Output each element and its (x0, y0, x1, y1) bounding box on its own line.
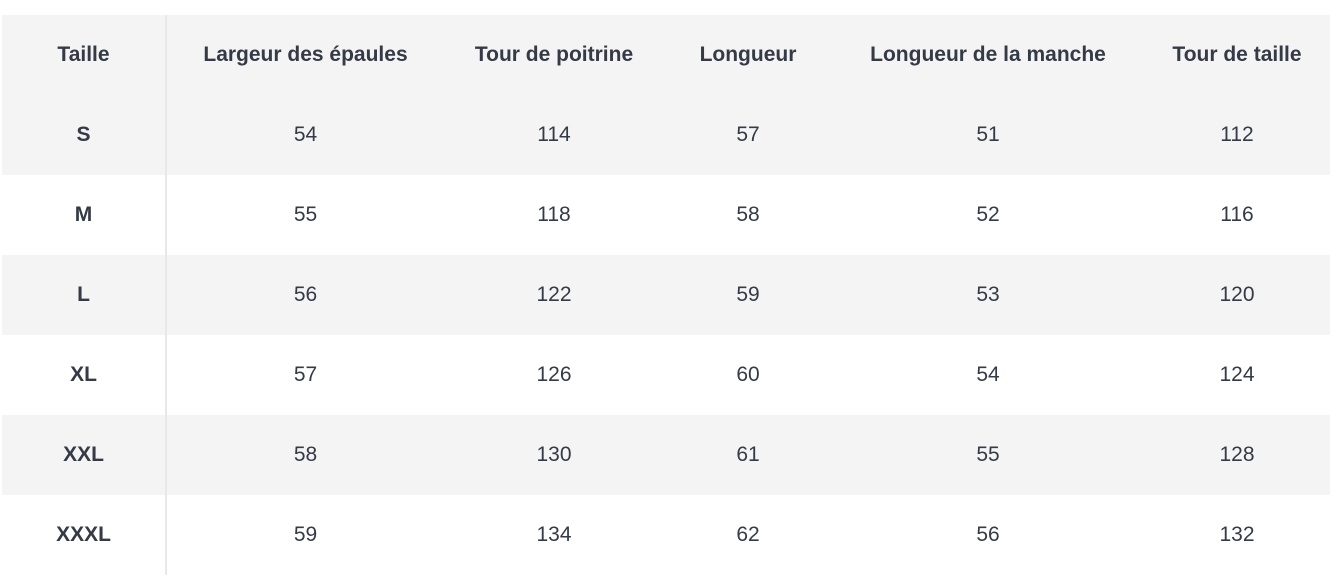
measurement-cell: 118 (537, 203, 571, 226)
table-row: XXL 58 130 61 55 128 (2, 415, 1330, 495)
measurement-cell: 126 (536, 363, 572, 386)
measurement-cell: 120 (1219, 283, 1255, 306)
measurement-cell: 128 (1219, 443, 1255, 466)
measurement-cell: 59 (293, 523, 318, 546)
measurement-cell: 53 (976, 283, 1000, 306)
measurement-cell: 54 (976, 363, 1000, 386)
column-header: Largeur des épaules (203, 43, 408, 66)
measurement-cell: 52 (976, 203, 1000, 226)
measurement-cell: 112 (1220, 123, 1254, 146)
table-row: L 56 122 59 53 120 (2, 255, 1330, 335)
column-header: Longueur de la manche (870, 43, 1106, 66)
table-row: S 54 114 57 51 112 (2, 95, 1330, 175)
measurement-cell: 54 (293, 123, 318, 146)
measurement-cell: 132 (1219, 523, 1255, 546)
measurement-cell: 58 (736, 203, 760, 226)
measurement-cell: 122 (536, 283, 572, 306)
size-label-cell: XL (2, 335, 167, 415)
size-label-cell: L (2, 255, 167, 335)
header-row: Taille Largeur des épaules Tour de poitrin… (2, 15, 1330, 95)
measurement-cell: 57 (736, 123, 760, 146)
measurement-cell: 56 (293, 283, 318, 306)
column-header: Tour de poitrine (474, 43, 634, 66)
measurement-cell: 60 (736, 363, 760, 386)
size-label-cell: M (2, 175, 167, 255)
measurement-cell: 124 (1219, 363, 1255, 386)
measurement-cell: 55 (976, 443, 1000, 466)
column-header: Tour de taille (1172, 43, 1302, 66)
measurement-cell: 134 (536, 523, 572, 546)
measurement-cell: 55 (293, 203, 318, 226)
measurement-cell: 51 (976, 123, 1000, 146)
size-label-cell: XXXL (2, 495, 167, 575)
table-row: XL 57 126 60 54 124 (2, 335, 1330, 415)
column-header: Longueur (699, 43, 797, 66)
table-row: M 55 118 58 52 116 (2, 175, 1330, 255)
measurement-cell: 62 (736, 523, 760, 546)
measurement-cell: 61 (736, 443, 760, 466)
size-label-cell: XXL (2, 415, 167, 495)
measurement-cell: 116 (1220, 203, 1254, 226)
measurement-cell: 56 (976, 523, 1000, 546)
measurement-cell: 59 (736, 283, 760, 306)
size-label-cell: S (2, 95, 167, 175)
table-row: XXXL 59 134 62 56 132 (2, 495, 1330, 575)
column-header: Taille (2, 15, 167, 95)
measurement-cell: 58 (293, 443, 318, 466)
measurement-cell: 114 (537, 123, 571, 146)
measurement-cell: 57 (293, 363, 318, 386)
size-chart-table: Taille Largeur des épaules Tour de poitrin… (2, 15, 1330, 575)
measurement-cell: 130 (536, 443, 572, 466)
